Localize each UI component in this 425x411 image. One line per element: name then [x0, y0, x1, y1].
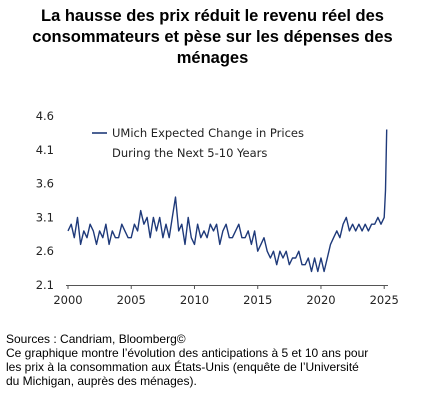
x-tick-label: 2010 [180, 293, 209, 307]
line-chart: 2.1 2.6 3.1 3.6 4.1 4.6 2000 2005 2010 2015 2020 20… [36, 109, 399, 307]
note-line-3: du Michigan, auprès des ménages). [6, 374, 197, 388]
y-tick-label: 2.1 [36, 278, 54, 292]
chart-legend: UMich Expected Change in Prices During th… [92, 126, 304, 160]
chart-title: La hausse des prix réduit le revenu réel… [0, 6, 425, 69]
x-tick-label: 2000 [53, 293, 82, 307]
note-line-2: les prix à la consommation aux États-Uni… [6, 360, 359, 374]
y-tick-label: 4.1 [36, 143, 54, 157]
y-tick-label: 2.6 [36, 244, 54, 258]
legend-label: During the Next 5-10 Years [112, 146, 267, 160]
sources-text: Sources : Candriam, Bloomberg© [6, 332, 186, 346]
x-tick-label: 2005 [117, 293, 146, 307]
x-tick-label: 2020 [306, 293, 335, 307]
y-tick-label: 4.6 [36, 109, 54, 123]
note-line-1: Ce graphique montre l’évolution des anti… [6, 346, 369, 360]
legend-label: UMich Expected Change in Prices [112, 126, 304, 140]
chart-ticks: 2.1 2.6 3.1 3.6 4.1 4.6 2000 2005 2010 2015 2020 20… [36, 109, 399, 307]
series-line [67, 129, 388, 273]
y-tick-label: 3.6 [36, 177, 54, 191]
title-line-1: La hausse des prix réduit le revenu réel… [41, 7, 384, 25]
title-line-2: consommateurs et pèse sur les dépenses d… [32, 28, 393, 46]
y-tick-label: 3.1 [36, 210, 54, 224]
chart-series [67, 129, 388, 273]
title-line-3: ménages [176, 49, 249, 67]
x-tick-label: 2015 [243, 293, 272, 307]
chart-footer: Sources : Candriam, Bloomberg© Ce graphi… [6, 332, 421, 388]
x-tick-label: 2025 [370, 293, 399, 307]
